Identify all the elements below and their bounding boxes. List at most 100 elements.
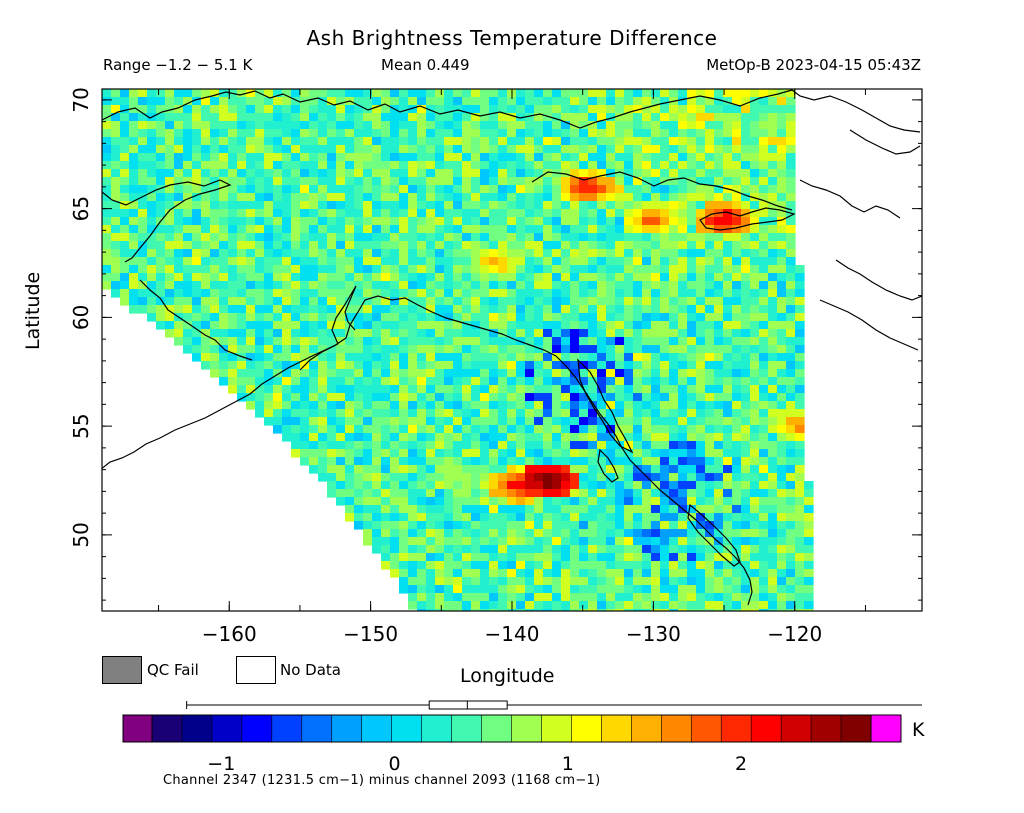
heatmap-cell bbox=[633, 393, 643, 402]
heatmap-cell bbox=[597, 281, 607, 290]
heatmap-cell bbox=[768, 273, 778, 282]
heatmap-cell bbox=[255, 145, 265, 154]
heatmap-cell bbox=[417, 89, 427, 98]
heatmap-cell bbox=[786, 305, 796, 314]
heatmap-cell bbox=[678, 121, 688, 130]
heatmap-cell bbox=[363, 433, 373, 442]
heatmap-cell bbox=[705, 609, 715, 611]
heatmap-cell bbox=[444, 401, 454, 410]
heatmap-cell bbox=[543, 137, 553, 146]
heatmap-cell bbox=[705, 329, 715, 338]
heatmap-cell bbox=[777, 593, 787, 602]
heatmap-cell bbox=[606, 465, 616, 474]
heatmap-cell bbox=[345, 377, 355, 386]
heatmap-cell bbox=[489, 513, 499, 522]
heatmap-cell bbox=[732, 273, 742, 282]
heatmap-cell bbox=[777, 529, 787, 538]
heatmap-cell bbox=[165, 89, 175, 98]
heatmap-cell bbox=[651, 489, 661, 498]
heatmap-cell bbox=[264, 401, 274, 410]
heatmap-cell bbox=[543, 273, 553, 282]
heatmap-cell bbox=[471, 569, 481, 578]
heatmap-cell bbox=[786, 121, 796, 130]
heatmap-cell bbox=[471, 113, 481, 122]
heatmap-cell bbox=[480, 217, 490, 226]
heatmap-cell bbox=[246, 241, 256, 250]
heatmap-cell bbox=[399, 369, 409, 378]
heatmap-cell bbox=[777, 601, 787, 610]
heatmap-cell bbox=[201, 225, 211, 234]
heatmap-cell bbox=[183, 257, 193, 266]
heatmap-cell bbox=[399, 337, 409, 346]
heatmap-cell bbox=[705, 265, 715, 274]
heatmap-cell bbox=[633, 441, 643, 450]
heatmap-cell bbox=[561, 609, 571, 611]
heatmap-cell bbox=[318, 145, 328, 154]
heatmap-cell bbox=[147, 137, 157, 146]
heatmap-cell bbox=[372, 217, 382, 226]
heatmap-cell bbox=[624, 257, 634, 266]
heatmap-cell bbox=[147, 289, 157, 298]
heatmap-cell bbox=[750, 353, 760, 362]
heatmap-cell bbox=[183, 233, 193, 242]
heatmap-cell bbox=[291, 417, 301, 426]
heatmap-cell bbox=[174, 113, 184, 122]
heatmap-cell bbox=[471, 209, 481, 218]
heatmap-cell bbox=[219, 169, 229, 178]
heatmap-cell bbox=[687, 481, 697, 490]
heatmap-cell bbox=[705, 401, 715, 410]
heatmap-cell bbox=[192, 201, 202, 210]
heatmap-cell bbox=[156, 257, 166, 266]
heatmap-cell bbox=[444, 305, 454, 314]
heatmap-cell bbox=[705, 121, 715, 130]
heatmap-cell bbox=[741, 337, 751, 346]
heatmap-cell bbox=[381, 401, 391, 410]
heatmap-cell bbox=[777, 521, 787, 530]
heatmap-cell bbox=[453, 601, 463, 610]
heatmap-cell bbox=[273, 305, 283, 314]
heatmap-cell bbox=[102, 265, 112, 274]
heatmap-cell bbox=[138, 305, 148, 314]
heatmap-cell bbox=[300, 457, 310, 466]
heatmap-cell bbox=[336, 489, 346, 498]
heatmap-cell bbox=[480, 177, 490, 186]
heatmap-cell bbox=[552, 489, 562, 498]
heatmap-cell bbox=[390, 153, 400, 162]
heatmap-cell bbox=[543, 393, 553, 402]
heatmap-cell bbox=[597, 609, 607, 611]
heatmap-cell bbox=[588, 257, 598, 266]
heatmap-cell bbox=[372, 193, 382, 202]
heatmap-cell bbox=[642, 265, 652, 274]
heatmap-cell bbox=[543, 281, 553, 290]
heatmap-cell bbox=[606, 273, 616, 282]
heatmap-cell bbox=[606, 513, 616, 522]
heatmap-cell bbox=[570, 129, 580, 138]
heatmap-cell bbox=[732, 569, 742, 578]
heatmap-cell bbox=[570, 425, 580, 434]
heatmap-cell bbox=[804, 497, 814, 506]
heatmap-cell bbox=[480, 569, 490, 578]
heatmap-cell bbox=[246, 161, 256, 170]
heatmap-cell bbox=[633, 185, 643, 194]
heatmap-cell bbox=[120, 289, 130, 298]
heatmap-cell bbox=[750, 305, 760, 314]
heatmap-cell bbox=[489, 481, 499, 490]
heatmap-cell bbox=[606, 137, 616, 146]
heatmap-cell bbox=[678, 537, 688, 546]
heatmap-cell bbox=[363, 385, 373, 394]
heatmap-cell bbox=[579, 377, 589, 386]
heatmap-cell bbox=[462, 129, 472, 138]
heatmap-cell bbox=[660, 497, 670, 506]
heatmap-cell bbox=[102, 89, 112, 98]
heatmap-cell bbox=[579, 257, 589, 266]
heatmap-cell bbox=[678, 521, 688, 530]
heatmap-cell bbox=[714, 441, 724, 450]
heatmap-cell bbox=[102, 273, 112, 282]
heatmap-cell bbox=[525, 353, 535, 362]
heatmap-cell bbox=[624, 121, 634, 130]
heatmap-cell bbox=[678, 449, 688, 458]
heatmap-cell bbox=[606, 385, 616, 394]
heatmap-cell bbox=[264, 321, 274, 330]
heatmap-cell bbox=[795, 353, 805, 362]
heatmap-cell bbox=[255, 185, 265, 194]
